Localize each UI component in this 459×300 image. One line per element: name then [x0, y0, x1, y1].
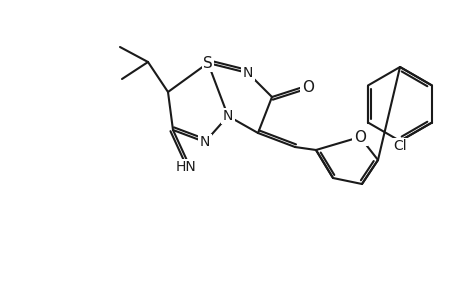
Text: S: S: [203, 56, 213, 70]
Text: Cl: Cl: [392, 139, 406, 153]
Text: N: N: [199, 135, 210, 149]
Text: HN: HN: [175, 160, 196, 174]
Text: N: N: [222, 109, 233, 123]
Text: O: O: [353, 130, 365, 145]
Text: O: O: [302, 80, 313, 94]
Text: N: N: [242, 66, 252, 80]
